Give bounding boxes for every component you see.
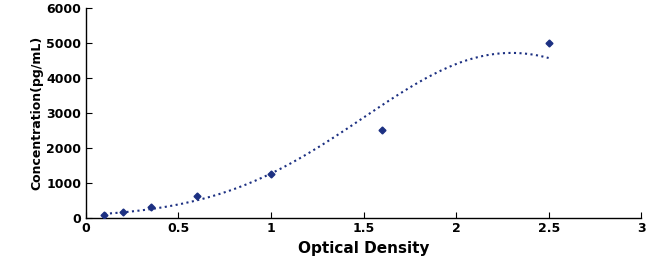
Y-axis label: Concentration(pg/mL): Concentration(pg/mL) [30,36,43,190]
X-axis label: Optical Density: Optical Density [298,241,429,256]
